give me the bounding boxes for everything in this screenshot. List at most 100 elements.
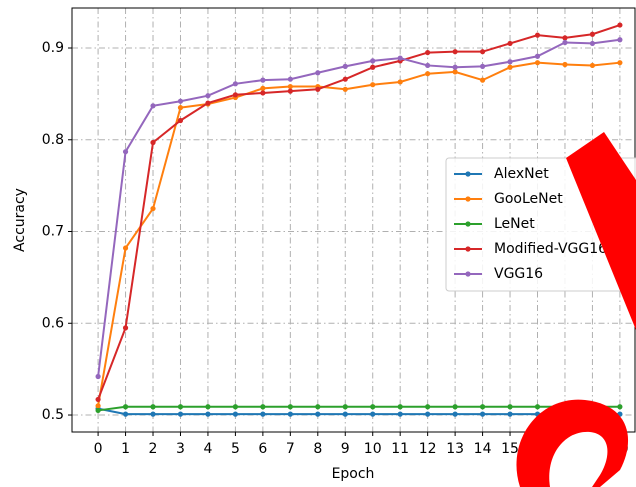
x-tick-label: 0 — [94, 441, 103, 457]
x-axis-label: Epoch — [332, 466, 375, 482]
data-point — [233, 81, 238, 86]
data-point — [370, 412, 375, 417]
data-point — [480, 78, 485, 83]
data-point — [535, 54, 540, 59]
data-point — [562, 62, 567, 67]
legend-marker — [465, 196, 470, 201]
data-point — [425, 50, 430, 55]
data-point — [453, 404, 458, 409]
x-tick-label: 6 — [258, 441, 267, 457]
data-point — [590, 41, 595, 46]
x-tick-label: 3 — [176, 441, 185, 457]
data-point — [617, 37, 622, 42]
legend-label: GooLeNet — [494, 191, 563, 207]
series-line — [98, 407, 620, 411]
data-point — [480, 49, 485, 54]
data-point — [343, 64, 348, 69]
data-point — [260, 78, 265, 83]
data-point — [150, 412, 155, 417]
data-point — [288, 412, 293, 417]
data-point — [178, 105, 183, 110]
data-point — [150, 206, 155, 211]
data-point — [425, 71, 430, 76]
data-point — [370, 404, 375, 409]
x-tick-label: 14 — [474, 441, 492, 457]
data-point — [288, 89, 293, 94]
data-point — [178, 118, 183, 123]
data-point — [617, 60, 622, 65]
data-point — [260, 404, 265, 409]
data-point — [507, 59, 512, 64]
data-point — [425, 404, 430, 409]
data-point — [562, 35, 567, 40]
data-point — [260, 412, 265, 417]
x-tick-label: 7 — [286, 441, 295, 457]
data-point — [123, 404, 128, 409]
data-point — [453, 412, 458, 417]
data-point — [260, 86, 265, 91]
data-point — [453, 49, 458, 54]
data-point — [260, 90, 265, 95]
x-tick-label: 5 — [231, 441, 240, 457]
data-point — [535, 60, 540, 65]
data-point — [178, 404, 183, 409]
data-point — [288, 84, 293, 89]
x-tick-label: 4 — [203, 441, 212, 457]
data-point — [507, 412, 512, 417]
x-tick-label: 1 — [121, 441, 130, 457]
y-tick-label: 0.9 — [42, 40, 64, 56]
x-tick-label: 13 — [446, 441, 464, 457]
data-point — [480, 404, 485, 409]
data-point — [205, 93, 210, 98]
x-tick-label: 9 — [341, 441, 350, 457]
data-point — [150, 140, 155, 145]
data-point — [590, 32, 595, 37]
data-point — [315, 404, 320, 409]
legend-marker — [465, 246, 470, 251]
data-point — [95, 397, 100, 402]
data-point — [453, 65, 458, 70]
y-tick-label: 0.6 — [42, 315, 64, 331]
data-point — [535, 404, 540, 409]
data-point — [315, 412, 320, 417]
data-point — [617, 22, 622, 27]
data-point — [233, 412, 238, 417]
data-point — [95, 374, 100, 379]
data-point — [123, 325, 128, 330]
legend-marker — [465, 221, 470, 226]
data-point — [425, 412, 430, 417]
data-point — [343, 412, 348, 417]
legend-marker — [465, 271, 470, 276]
data-point — [617, 404, 622, 409]
data-point — [205, 100, 210, 105]
data-point — [178, 412, 183, 417]
y-tick-label: 0.7 — [42, 224, 64, 240]
data-point — [205, 412, 210, 417]
data-point — [233, 92, 238, 97]
data-point — [233, 404, 238, 409]
data-point — [562, 40, 567, 45]
data-point — [507, 404, 512, 409]
data-point — [398, 412, 403, 417]
data-point — [150, 103, 155, 108]
legend-label: LeNet — [494, 216, 535, 232]
data-point — [315, 87, 320, 92]
data-point — [480, 412, 485, 417]
x-tick-label: 2 — [149, 441, 158, 457]
data-point — [123, 412, 128, 417]
data-point — [288, 404, 293, 409]
data-point — [370, 65, 375, 70]
data-point — [507, 65, 512, 70]
data-point — [178, 99, 183, 104]
chart: Epoch Accuracy 0.50.60.70.80.90123456789… — [0, 0, 636, 487]
data-point — [480, 64, 485, 69]
x-tick-label: 11 — [391, 441, 409, 457]
data-point — [123, 149, 128, 154]
x-tick-label: 8 — [313, 441, 322, 457]
y-axis-label: Accuracy — [12, 188, 28, 252]
x-tick-label: 10 — [364, 441, 382, 457]
x-tick-label: 15 — [501, 441, 519, 457]
data-point — [343, 87, 348, 92]
legend-label: VGG16 — [494, 266, 543, 282]
data-point — [398, 55, 403, 60]
